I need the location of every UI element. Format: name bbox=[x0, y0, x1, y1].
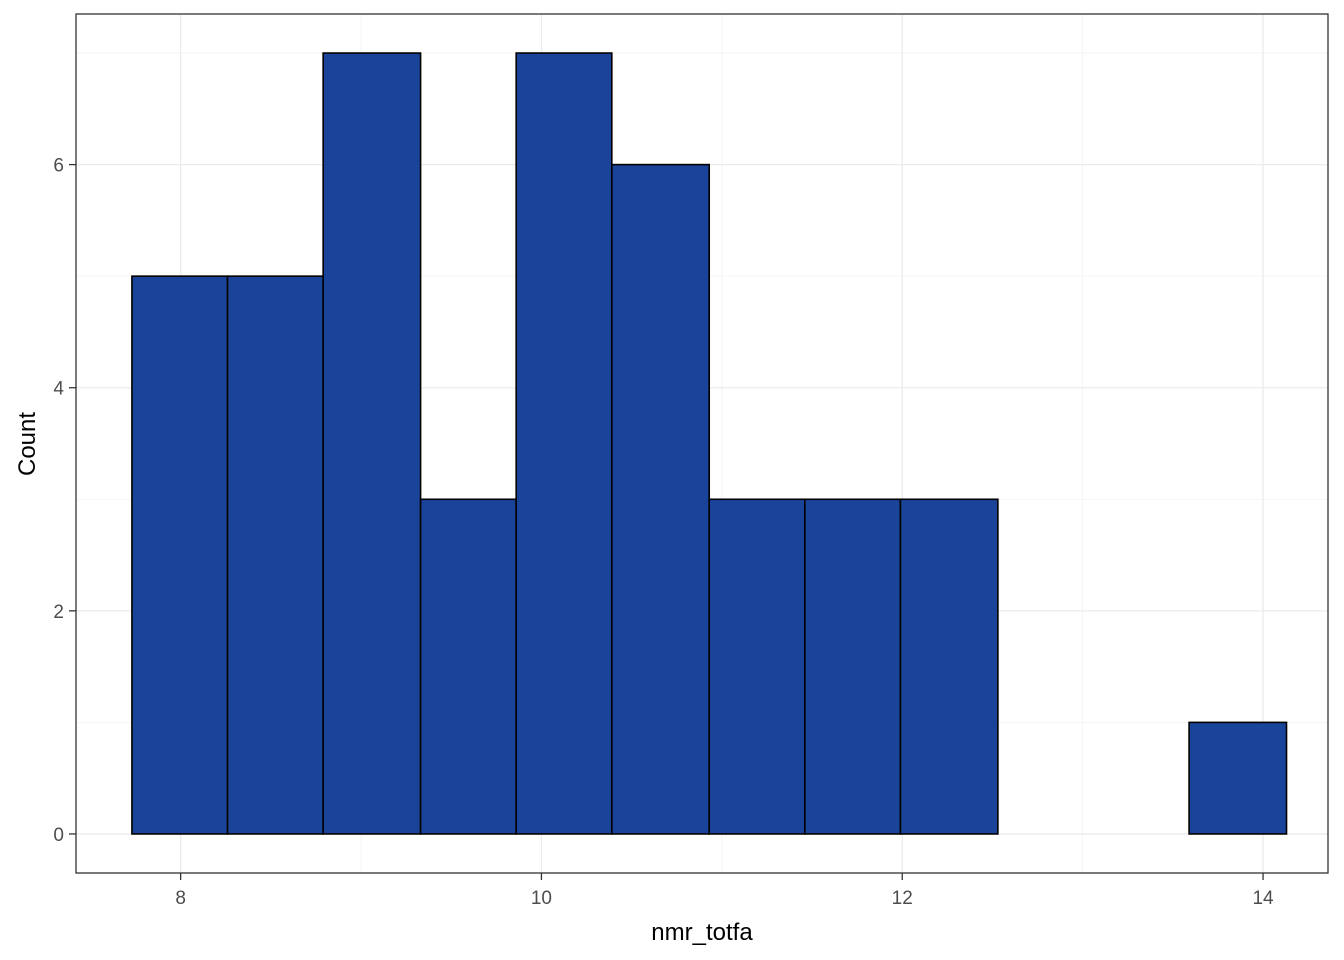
histogram-bar-4 bbox=[419, 498, 517, 835]
histogram-bar-6 bbox=[610, 163, 711, 835]
y-tick-label: 0 bbox=[53, 825, 64, 846]
histogram-bar-2 bbox=[226, 275, 324, 835]
y-tick-label: 6 bbox=[53, 156, 64, 177]
plot-panel-border bbox=[75, 13, 1329, 874]
histogram-bar-7 bbox=[708, 498, 806, 835]
x-tick-label: 8 bbox=[175, 888, 186, 909]
histogram-bar-1 bbox=[131, 275, 229, 835]
histogram-bar-8 bbox=[804, 498, 902, 835]
y-axis: 0 2 4 6 bbox=[53, 156, 76, 846]
y-tick-label: 4 bbox=[53, 379, 64, 400]
x-axis: 8 10 12 14 bbox=[175, 873, 1274, 909]
histogram-bar-12 bbox=[1188, 721, 1288, 835]
histogram-bar-3 bbox=[322, 52, 422, 835]
x-tick-label: 12 bbox=[892, 888, 913, 909]
y-axis-title: Count bbox=[14, 412, 41, 476]
histogram-bars bbox=[131, 52, 1288, 835]
y-tick-label: 2 bbox=[53, 602, 64, 623]
x-tick-label: 10 bbox=[531, 888, 552, 909]
x-tick-label: 14 bbox=[1252, 888, 1274, 909]
histogram-bar-9 bbox=[899, 498, 999, 835]
histogram-bar-5 bbox=[515, 52, 613, 835]
x-axis-title: nmr_totfa bbox=[651, 919, 753, 946]
